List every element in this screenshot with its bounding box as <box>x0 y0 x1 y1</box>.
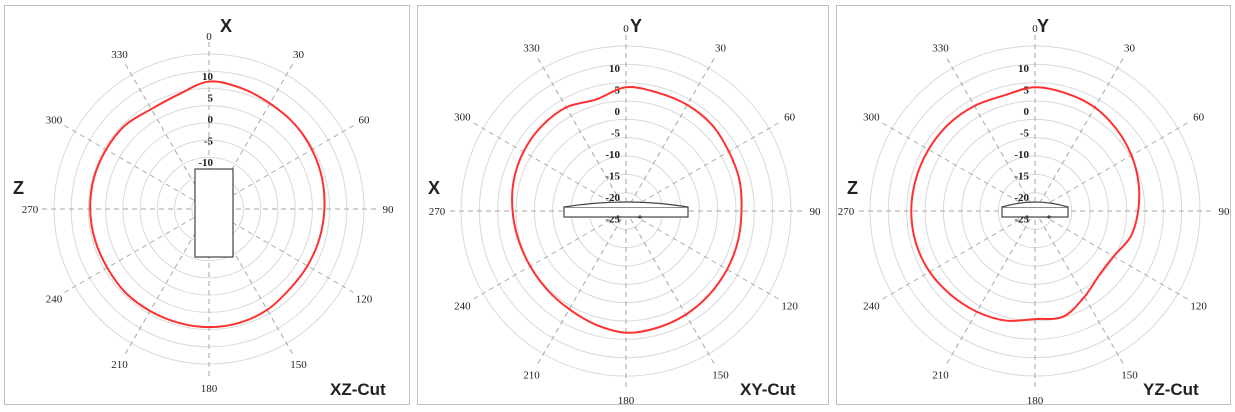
device-outline-icon <box>563 201 689 219</box>
angle-label: 240 <box>454 301 471 313</box>
polar-spoke <box>1034 57 1124 212</box>
polar-spoke <box>625 122 780 212</box>
angle-label: 300 <box>454 112 471 124</box>
radiation-pattern-line <box>89 80 326 329</box>
polar-spoke <box>64 208 210 293</box>
angle-label: 270 <box>22 204 39 216</box>
polar-spoke <box>64 125 210 210</box>
angle-label: 240 <box>863 301 880 313</box>
angle-label: 150 <box>712 370 729 382</box>
polar-chart-yz: 0 30 60 90 120 150 180 210 240 270 300 330 10 5 0 -5 -10… <box>836 5 1231 406</box>
polar-spoke <box>537 210 627 365</box>
angle-label: 180 <box>1027 395 1044 406</box>
radial-tick-label: -10 <box>605 149 620 161</box>
polar-plot-xz: 0 30 60 90 120 150 180 210 240 270 300 330 10 5 0 -5 -10… <box>13 16 395 399</box>
polar-chart-xz: 0 30 60 90 120 150 180 210 240 270 300 330 10 5 0 -5 -10… <box>4 5 410 405</box>
top-axis-letter: Y <box>1037 16 1049 36</box>
angle-label: 30 <box>293 49 305 61</box>
polar-spoke <box>537 57 627 212</box>
angle-label: 120 <box>781 301 798 313</box>
polar-spoke <box>881 122 1036 212</box>
radial-tick-label: -15 <box>605 171 620 183</box>
radiation-pattern-line <box>511 86 743 334</box>
angle-label: 180 <box>618 395 635 406</box>
angle-label: 120 <box>356 294 373 306</box>
polar-spoke <box>1034 122 1189 212</box>
angle-label: 90 <box>383 204 395 216</box>
radial-tick-label: -5 <box>1020 128 1030 140</box>
polar-spoke <box>625 210 715 365</box>
angle-label: 240 <box>46 294 63 306</box>
polar-ring <box>139 139 279 279</box>
angle-label: 30 <box>715 42 727 54</box>
radial-tick-label: 0 <box>208 114 214 126</box>
polar-ring <box>156 156 262 262</box>
radial-tick-label: 5 <box>208 93 214 105</box>
radial-tick-label: 5 <box>1024 85 1030 97</box>
angle-label: 90 <box>810 206 822 218</box>
angle-label: 120 <box>1190 301 1207 313</box>
polar-spoke <box>1034 210 1124 365</box>
radial-tick-label: -5 <box>204 136 214 148</box>
polar-spoke <box>1034 210 1189 300</box>
angle-label: 210 <box>932 370 949 382</box>
angle-label: 210 <box>111 359 128 371</box>
device-outline-icon <box>1001 201 1069 219</box>
left-axis-letter: Z <box>847 178 858 198</box>
polar-chart-xy: 0 30 60 90 120 150 180 210 240 270 300 330 10 5 0 -5 -10… <box>417 5 829 406</box>
radial-tick-label: 0 <box>1024 106 1030 118</box>
angle-label: 90 <box>1219 206 1231 218</box>
angle-label: 60 <box>784 112 796 124</box>
left-axis-letter: Z <box>13 178 24 198</box>
angle-label: 150 <box>1121 370 1138 382</box>
angle-label: 180 <box>201 383 218 395</box>
cut-label: XZ-Cut <box>330 380 386 399</box>
radial-tick-label: -20 <box>1014 192 1029 204</box>
polar-spoke <box>472 122 627 212</box>
left-axis-letter: X <box>428 178 440 198</box>
radial-tick-label: -5 <box>611 128 621 140</box>
radial-tick-label: -10 <box>1014 149 1029 161</box>
device-outline-icon <box>194 168 234 258</box>
angle-label: 330 <box>111 49 128 61</box>
polar-spoke <box>625 210 780 300</box>
cut-label: XY-Cut <box>740 380 796 399</box>
angle-label: 60 <box>359 115 371 127</box>
angle-label: 0 <box>623 23 629 35</box>
polar-spoke <box>472 210 627 300</box>
polar-plot-xy: 03060901201501802102402703003301050-5-10… <box>428 16 822 406</box>
radiation-pattern-line <box>910 86 1141 322</box>
polar-spoke <box>946 57 1036 212</box>
cut-label: YZ-Cut <box>1143 380 1199 399</box>
radial-tick-label: -15 <box>1014 171 1029 183</box>
angle-label: 330 <box>523 42 540 54</box>
top-axis-letter: Y <box>630 16 642 36</box>
polar-spoke <box>625 57 715 212</box>
angle-label: 300 <box>863 112 880 124</box>
angle-label: 150 <box>290 359 307 371</box>
angle-label: 0 <box>1032 23 1038 35</box>
radial-tick-label: 10 <box>1018 63 1030 75</box>
angle-label: 30 <box>1124 42 1136 54</box>
angle-label: 60 <box>1193 112 1205 124</box>
top-axis-letter: X <box>220 16 232 36</box>
radial-tick-label: -10 <box>198 157 213 169</box>
polar-spoke <box>881 210 1036 300</box>
angle-label: 270 <box>838 206 855 218</box>
polar-spoke <box>946 210 1036 365</box>
polar-plot-yz: 0 30 60 90 120 150 180 210 240 270 300 330 10 5 0 -5 -10… <box>838 16 1231 406</box>
radial-tick-label: -20 <box>605 192 620 204</box>
angle-label: 330 <box>932 42 949 54</box>
angle-label: 300 <box>46 115 63 127</box>
radial-tick-label: 0 <box>615 106 621 118</box>
radial-tick-label: 10 <box>609 63 621 75</box>
angle-label: 270 <box>429 206 446 218</box>
radial-tick-label: 10 <box>202 71 214 83</box>
polar-ring <box>122 122 296 296</box>
angle-label: 210 <box>523 370 540 382</box>
angle-label: 0 <box>206 31 212 43</box>
